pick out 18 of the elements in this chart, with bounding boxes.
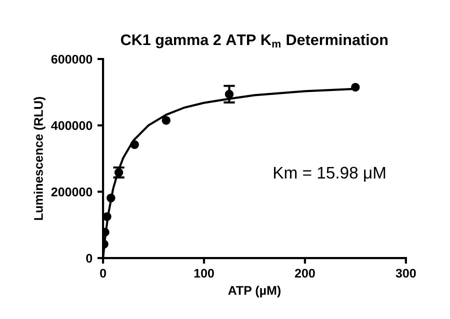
y-tick-label: 600000 [51,54,92,64]
x-tick-label: 200 [294,268,315,278]
y-axis-title: Luminescence (RLU) [34,96,46,220]
point [130,140,139,149]
y-tick-label: 400000 [51,121,92,130]
point [162,116,171,125]
x-axis-title: ATP (µM) [228,286,280,298]
point [103,212,112,221]
annotation: Km = 15.98 μM [274,166,386,182]
y-tick-label: 200000 [51,188,92,196]
point [224,90,234,99]
x-tick-label: 0 [100,268,106,278]
x-tick-label: 100 [194,268,214,278]
chart-title: CK1 gamma 2 ATP K$_{m}$ Determination [120,34,388,48]
point [106,194,116,202]
x-tick-label: 300 [396,268,416,278]
point [351,82,360,92]
y-tick-label: 0 [86,254,92,263]
